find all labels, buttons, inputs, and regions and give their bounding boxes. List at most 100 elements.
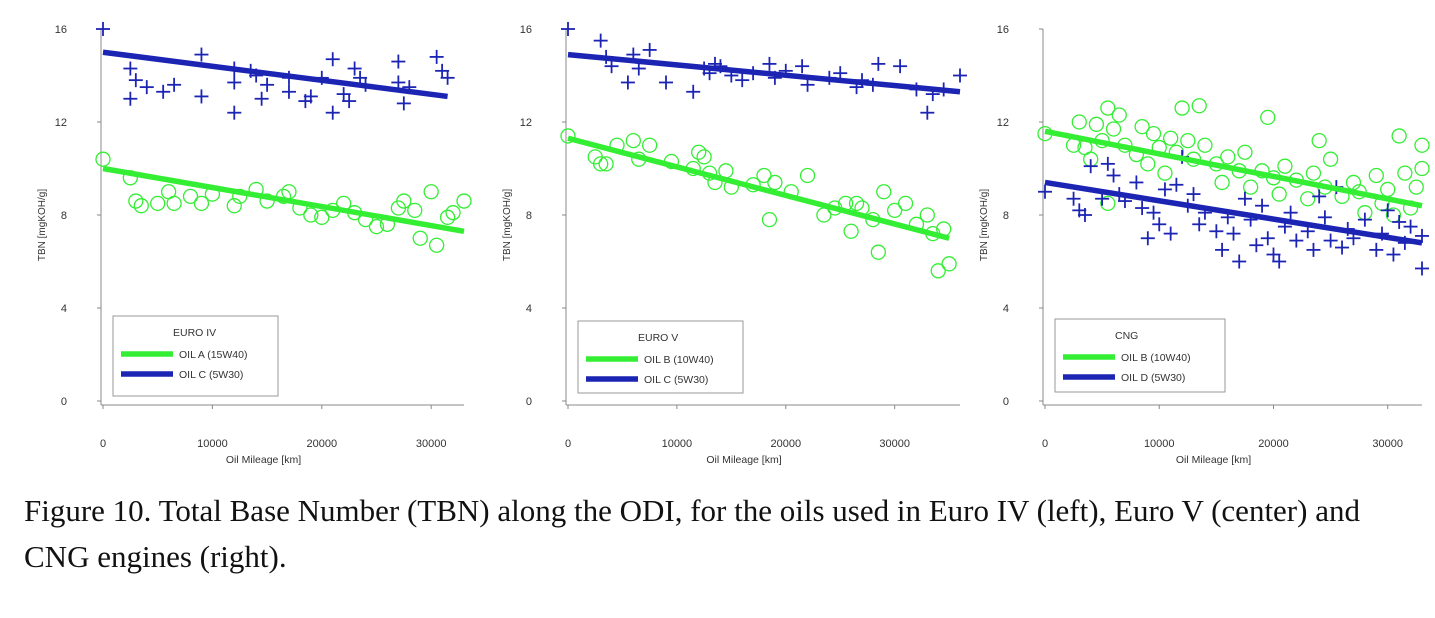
data-point-plus: [593, 33, 608, 48]
data-point-plus: [893, 59, 908, 74]
data-point-circle: [166, 195, 182, 212]
data-point-plus: [620, 75, 635, 90]
data-point-circle: [303, 207, 319, 223]
x-tick-label: 0: [565, 438, 571, 450]
legend-entry: OIL C (5W30): [644, 374, 708, 386]
data-point-plus: [1152, 217, 1167, 232]
y-axis-label: TBN [mgKOH/g]: [502, 189, 513, 261]
data-point-circle: [593, 156, 609, 172]
data-point-circle: [1237, 144, 1253, 160]
data-point-plus: [1255, 198, 1270, 213]
data-point-circle: [1071, 114, 1087, 130]
data-point-plus: [194, 89, 209, 104]
data-point-plus: [123, 91, 138, 106]
data-point-plus: [1169, 177, 1184, 192]
data-point-plus: [604, 59, 619, 74]
data-point-circle: [1271, 186, 1287, 202]
data-point-plus: [347, 61, 362, 76]
data-point-circle: [560, 128, 576, 144]
y-tick-label: 16: [997, 24, 1009, 36]
data-point-circle: [941, 256, 957, 272]
data-point-circle: [870, 244, 886, 260]
x-axis-label: Oil Mileage [km]: [1176, 454, 1251, 466]
data-point-circle: [1088, 116, 1105, 132]
y-tick-label: 4: [526, 303, 532, 315]
data-point-circle: [1145, 125, 1162, 142]
x-tick-label: 30000: [416, 438, 447, 450]
series-blue: [96, 22, 455, 120]
x-tick-label: 20000: [1258, 438, 1289, 450]
data-point-circle: [1322, 151, 1339, 167]
data-point-circle: [1191, 98, 1207, 114]
data-point-plus: [325, 105, 340, 120]
x-tick-label: 10000: [1144, 438, 1175, 450]
legend: EURO V OIL B (10W40) OIL C (5W30): [577, 320, 744, 394]
data-point-circle: [1100, 100, 1116, 116]
data-point-plus: [1357, 212, 1372, 227]
data-point-circle: [95, 151, 111, 167]
data-point-plus: [871, 56, 886, 71]
data-point-plus: [1380, 203, 1395, 218]
data-point-plus: [1312, 189, 1327, 204]
data-point-circle: [1111, 107, 1127, 123]
data-point-plus: [659, 75, 673, 90]
data-point-circle: [232, 188, 248, 205]
x-tick-label: 20000: [306, 438, 337, 450]
data-point-circle: [919, 207, 935, 223]
data-point-plus: [1392, 214, 1407, 229]
legend-title: EURO V: [638, 332, 678, 344]
y-tick-label: 8: [1003, 210, 1009, 222]
data-point-plus: [1066, 191, 1081, 206]
data-point-plus: [1163, 226, 1178, 241]
data-point-plus: [1386, 247, 1401, 262]
data-point-plus: [1140, 231, 1155, 246]
data-point-plus: [1249, 238, 1264, 253]
data-point-plus: [156, 84, 171, 99]
x-tick-label: 10000: [197, 438, 228, 450]
data-point-plus: [1135, 201, 1150, 216]
data-point-plus: [1100, 156, 1115, 171]
data-point-plus: [1415, 261, 1429, 276]
data-point-plus: [194, 47, 209, 62]
data-point-circle: [625, 132, 641, 149]
data-point-circle: [128, 193, 144, 209]
y-tick-label: 8: [61, 210, 67, 222]
data-point-plus: [920, 105, 935, 120]
data-point-circle: [1277, 158, 1293, 174]
data-point-circle: [848, 195, 865, 212]
data-point-plus: [1266, 247, 1281, 262]
data-point-circle: [756, 167, 772, 184]
data-point-plus: [227, 105, 242, 120]
data-point-circle: [368, 218, 385, 235]
data-point-plus: [303, 89, 318, 104]
data-point-circle: [1163, 130, 1179, 146]
figure-caption: Figure 10. Total Base Number (TBN) along…: [24, 493, 1360, 574]
data-point-plus: [260, 77, 275, 92]
data-point-circle: [1180, 132, 1196, 149]
data-point-plus: [254, 91, 269, 106]
data-point-circle: [314, 209, 330, 225]
legend-entry: OIL B (10W40): [1121, 352, 1191, 364]
data-point-plus: [1077, 208, 1092, 222]
data-point-circle: [193, 195, 210, 212]
data-point-circle: [423, 184, 439, 200]
data-point-plus: [342, 94, 357, 109]
x-tick-label: 10000: [662, 438, 693, 450]
data-point-circle: [1380, 181, 1396, 198]
trend-line: [102, 165, 465, 234]
data-point-circle: [1414, 160, 1430, 177]
data-point-plus: [1209, 224, 1224, 239]
data-point-plus: [1272, 254, 1287, 269]
data-point-plus: [391, 54, 406, 69]
data-point-plus: [325, 52, 340, 67]
y-tick-label: 0: [1003, 396, 1009, 408]
legend: CNG OIL B (10W40) OIL D (5W30): [1054, 318, 1226, 393]
data-point-plus: [1186, 187, 1201, 202]
data-point-circle: [1397, 165, 1413, 181]
x-tick-label: 30000: [1372, 438, 1403, 450]
chart-panel-right: 0 4 8 12 16 0 10000 20000 30000 Oil Mileage [km] T…: [979, 24, 1430, 466]
x-tick-label: 0: [100, 438, 106, 450]
y-tick-label: 8: [526, 210, 532, 222]
data-point-circle: [1391, 128, 1407, 144]
data-point-circle: [1197, 137, 1213, 153]
